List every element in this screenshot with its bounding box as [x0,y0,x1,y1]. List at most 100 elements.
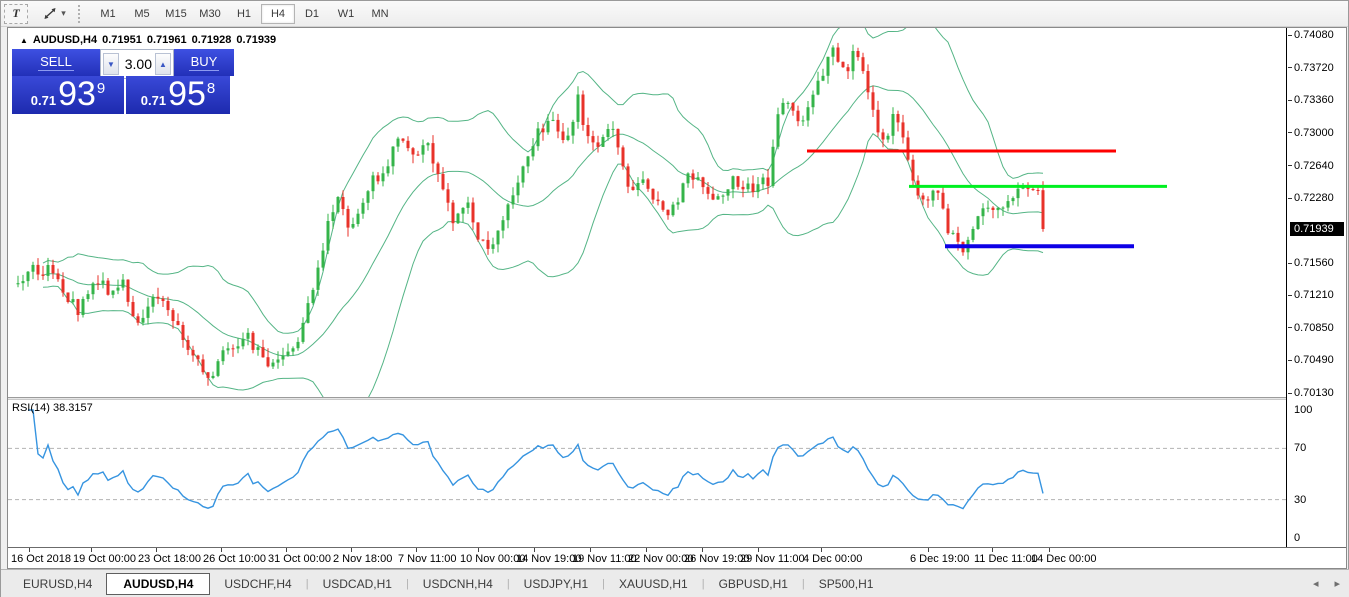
sell-button[interactable]: SELL [12,49,100,76]
price-tick-label: 0.72280 [1294,192,1334,205]
candle-body [536,128,540,147]
candle-body [821,75,825,81]
candle-body [736,176,740,187]
time-tick-mark [992,548,993,552]
price-axis[interactable]: 0.74080 0.73720 0.73360 0.73000 0.72640 0.722… [1286,28,1346,547]
candle-body [996,207,1000,211]
candle-body [16,283,20,285]
candle-body [581,94,585,125]
time-tick-label: 2 Nov 18:00 [333,553,393,565]
candle-body [636,183,640,190]
tab-scroll-right-icon[interactable]: ▸ [1334,578,1340,590]
timeframe-button-mn[interactable]: MN [371,7,389,20]
volume-spinner: ▼ 3.00 ▲ [100,49,174,79]
candle-body [276,359,280,363]
rsi-tick-label: 70 [1294,442,1307,455]
candle-body [786,102,790,104]
tab-usdcad-h1[interactable]: USDCAD,H1 [322,577,392,591]
rsi-line [28,409,1044,510]
candle-body [1006,201,1010,208]
candle-body [246,332,250,339]
candle-body [596,142,600,147]
time-tick-label: 19 Oct 00:00 [73,553,136,565]
price-tick-mark [1288,197,1292,199]
tab-usdjpy-h1[interactable]: USDJPY,H1 [523,577,589,591]
time-tick-mark [156,548,157,552]
rsi-indicator-canvas[interactable] [8,400,1286,547]
sell-price-big: 93 [58,75,96,113]
candle-body [366,191,370,203]
candle-body [926,199,930,201]
main-chart-canvas[interactable] [8,28,1286,397]
sell-price-display[interactable]: 0.71 93 9 [12,76,124,114]
candle-body [446,189,450,203]
candle-body [876,109,880,133]
tab-divider: | [701,578,705,590]
toolbar-grip[interactable] [78,4,85,23]
timeframe-button-m1[interactable]: M1 [100,7,116,20]
buy-button[interactable]: BUY [174,49,234,76]
candle-body [126,279,130,302]
buy-price-display[interactable]: 0.71 95 8 [126,76,230,114]
timeframe-button-m30[interactable]: M30 [199,7,221,20]
candle-body [471,202,475,223]
candle-body [486,239,490,249]
candle-body [376,175,380,182]
candle-body [46,265,50,276]
buy-price-prefix: 0.71 [140,93,167,108]
candle-body [241,338,245,347]
candle-body [176,321,180,326]
timeframe-button-h1[interactable]: H1 [236,7,252,20]
candle-body [191,349,195,356]
candle-body [76,299,80,315]
candle-body [311,289,315,303]
price-tick-mark [1288,294,1292,296]
price-tick-label: 0.73360 [1294,94,1334,107]
candle-body [146,306,150,318]
volume-decrease-button[interactable]: ▼ [103,53,119,75]
time-tick-label: 14 Dec 00:00 [1031,553,1097,565]
tab-gbpusd-h1[interactable]: GBPUSD,H1 [718,577,788,591]
timeframe-button-m5[interactable]: M5 [134,7,150,20]
candle-body [41,274,45,276]
timeframe-button-h4[interactable]: H4 [261,3,295,24]
volume-increase-button[interactable]: ▲ [155,53,171,75]
timeframe-button-w1[interactable]: W1 [337,7,355,20]
timeframe-button-m15[interactable]: M15 [165,7,187,20]
ohlc-high: 0.71961 [146,34,187,46]
candle-body [561,131,565,140]
volume-input[interactable]: 3.00 [124,56,152,72]
time-axis[interactable]: 16 Oct 2018 19 Oct 00:00 23 Oct 18:00 26 Oc… [8,547,1346,568]
chart-tab-bar: EURUSD,H4 AUDUSD,H4 USDCHF,H4 | USDCAD,H1 | US… [1,569,1349,597]
price-tick-label: 0.70490 [1294,354,1334,367]
tab-divider: | [506,578,510,590]
candle-body [836,47,840,62]
tab-audusd-h4[interactable]: AUDUSD,H4 [106,573,211,595]
time-tick-label: 26 Oct 10:00 [203,553,266,565]
time-tick-mark [416,548,417,552]
pane-splitter[interactable] [8,397,1346,400]
tab-eurusd-h4[interactable]: EURUSD,H4 [23,577,93,591]
tab-sp500-h1[interactable]: SP500,H1 [818,577,874,591]
tab-usdcnh-h4[interactable]: USDCNH,H4 [422,577,493,591]
one-click-trade-widget: SELL ▼ 3.00 ▲ BUY 0.71 93 9 0.71 [12,49,234,114]
tab-usdchf-h4[interactable]: USDCHF,H4 [224,577,292,591]
text-tool-button[interactable]: T [4,3,28,24]
candle-body [956,232,960,242]
candle-body [121,279,125,288]
candle-body [986,207,990,209]
expand-triangle-icon[interactable]: ▲ [20,35,28,45]
candle-body [606,129,610,137]
candle-body [436,163,440,174]
candle-body [491,244,495,249]
arrows-tool-button[interactable]: ▾ [34,4,74,24]
candle-body [341,197,345,209]
timeframe-button-d1[interactable]: D1 [304,7,320,20]
tab-xauusd-h1[interactable]: XAUUSD,H1 [619,577,688,591]
candle-body [336,197,340,213]
candle-body [466,202,470,208]
tab-scroll-left-icon[interactable]: ◂ [1312,578,1319,590]
candle-body [791,102,795,111]
candle-body [136,316,140,323]
